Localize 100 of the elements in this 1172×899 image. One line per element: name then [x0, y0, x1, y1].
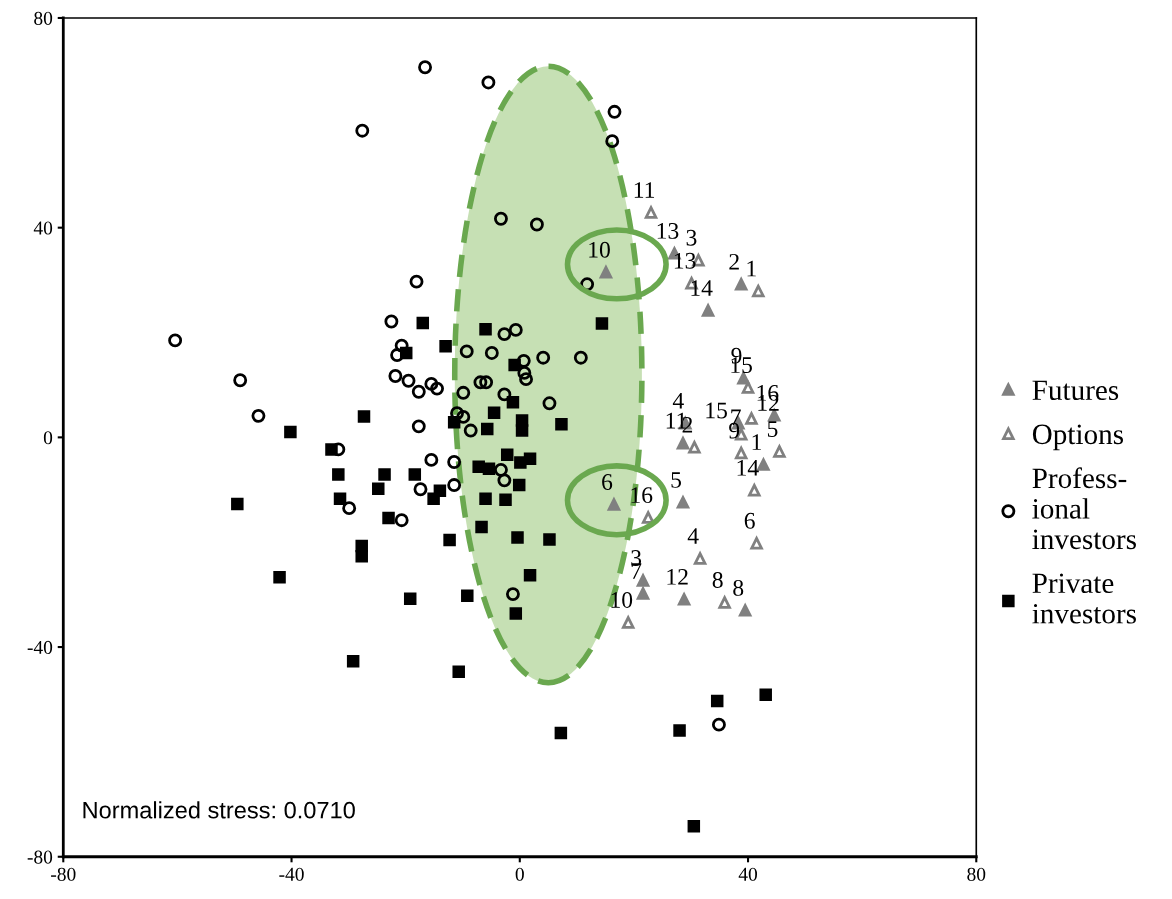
annotation: 5 [671, 472, 682, 488]
annotation: 2 [729, 253, 739, 270]
point [506, 395, 520, 409]
point [231, 497, 244, 511]
point [424, 376, 439, 391]
point [508, 358, 521, 372]
point [382, 511, 395, 525]
y-tick-label: 0 [43, 431, 53, 445]
point [390, 348, 405, 363]
point [517, 365, 532, 380]
point [687, 820, 701, 833]
point [497, 387, 512, 402]
point [599, 265, 613, 279]
point [734, 278, 748, 291]
point [447, 455, 462, 469]
point [607, 104, 622, 119]
point [505, 587, 520, 602]
annotation: 5 [767, 421, 778, 437]
point [508, 322, 523, 337]
point [447, 415, 461, 429]
point [473, 375, 488, 390]
point [430, 381, 444, 396]
point [372, 482, 385, 495]
point [752, 284, 765, 298]
point [509, 607, 523, 620]
annotation: 11 [634, 182, 655, 198]
legend-label: Profess- ional investors [1032, 467, 1136, 550]
annotation: 13 [674, 252, 696, 269]
annotation: 1 [752, 434, 761, 450]
point [452, 665, 465, 678]
point [233, 373, 248, 388]
point [401, 373, 416, 388]
point [384, 314, 399, 329]
point [595, 317, 609, 330]
x-tick-label: 0 [515, 867, 524, 881]
annotation: 15 [706, 402, 727, 419]
point [456, 409, 471, 424]
point [494, 462, 508, 477]
point [514, 456, 527, 469]
point [325, 443, 338, 456]
annotation: 4 [687, 528, 699, 544]
point [394, 513, 409, 528]
point [411, 419, 426, 434]
point [403, 592, 417, 606]
point [332, 468, 345, 481]
point [523, 452, 537, 466]
point [284, 425, 297, 439]
point [447, 478, 462, 493]
annotation: 6 [744, 512, 755, 529]
point [487, 406, 501, 419]
annotation: 1 [747, 260, 756, 277]
annotation: 6 [602, 474, 613, 490]
point [494, 211, 508, 226]
point [573, 350, 588, 365]
point [413, 482, 428, 497]
point [459, 344, 474, 359]
point [479, 375, 494, 390]
point [439, 339, 452, 353]
point [676, 436, 690, 450]
x-tick-label: 80 [967, 867, 986, 881]
legend-label: Options [1032, 424, 1124, 451]
point [499, 493, 512, 506]
point [342, 501, 357, 516]
point [759, 688, 772, 702]
point [461, 589, 474, 602]
point [357, 410, 371, 423]
point [555, 418, 568, 431]
point [479, 492, 492, 505]
point [463, 423, 478, 438]
point [484, 346, 499, 360]
point [355, 123, 370, 138]
point [711, 717, 726, 732]
point [523, 568, 537, 582]
point [346, 654, 360, 668]
x-tick-label: 40 [738, 867, 758, 881]
annotation: 13 [657, 222, 679, 239]
point [427, 492, 440, 505]
annotation: 12 [667, 568, 688, 585]
point [542, 396, 557, 411]
point [676, 496, 690, 509]
point [456, 385, 471, 400]
point [543, 533, 556, 546]
point [378, 468, 391, 481]
point [607, 498, 621, 511]
annotation: Normalized stress: 0.0710 [83, 801, 355, 819]
point [475, 520, 488, 534]
point [409, 274, 424, 289]
point [251, 408, 266, 423]
point [529, 217, 544, 232]
x-tick-label: -80 [51, 867, 76, 881]
annotation: 14 [737, 459, 759, 476]
point [554, 726, 568, 740]
point [512, 478, 526, 492]
point [519, 372, 533, 387]
point [355, 550, 368, 563]
point [536, 350, 551, 365]
point [482, 462, 496, 476]
point [479, 323, 492, 336]
legend-label: Private investors [1032, 573, 1136, 624]
y-tick-label: 40 [33, 221, 53, 235]
